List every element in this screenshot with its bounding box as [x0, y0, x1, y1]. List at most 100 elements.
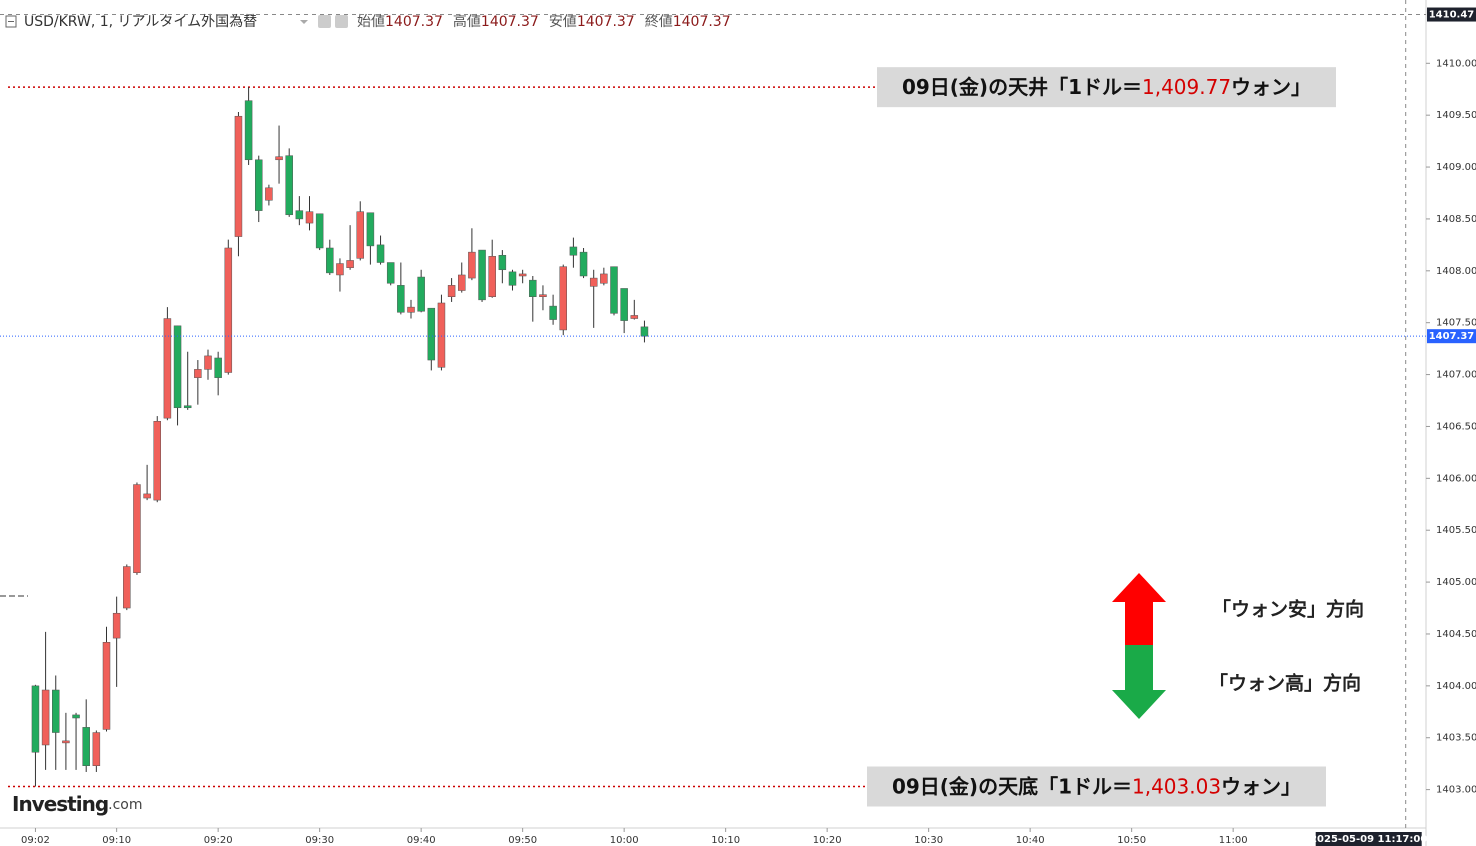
candle-body	[569, 246, 578, 256]
candle-body	[285, 155, 293, 216]
crosshair-time-label: 2025-05-09 11:17:00	[1310, 834, 1427, 845]
dropdown-caret[interactable]	[300, 20, 308, 24]
candle-body	[458, 274, 466, 291]
candle-body	[346, 260, 354, 268]
candle-body	[407, 306, 415, 313]
x-tick-label: 10:50	[1117, 835, 1146, 846]
candle-body	[336, 263, 344, 276]
x-tick-label: 10:30	[914, 835, 943, 846]
x-tick-label: 10:00	[610, 835, 639, 846]
candle-body	[265, 187, 273, 201]
candle-body	[315, 213, 324, 249]
x-tick-label: 11:00	[1219, 835, 1248, 846]
x-tick-label: 09:40	[407, 835, 436, 846]
candle-body	[133, 484, 141, 574]
candle-body	[356, 211, 364, 259]
candle-body	[102, 642, 111, 730]
legend-value: 1407.37	[577, 14, 635, 30]
y-tick-label: 1410.00	[1436, 58, 1476, 69]
candle-body	[620, 288, 628, 321]
x-tick-label: 10:10	[711, 835, 740, 846]
candle-body	[427, 307, 436, 361]
candle-body	[600, 273, 608, 284]
x-tick-label: 09:20	[204, 835, 233, 846]
candle-body	[630, 315, 639, 319]
y-tick-label: 1409.00	[1436, 162, 1476, 173]
candle-body	[468, 251, 476, 279]
legend-item: 終値1407.37	[645, 14, 731, 30]
arrow-label: 「ウォン高」方向	[1209, 672, 1361, 695]
y-tick-label: 1406.50	[1436, 421, 1476, 432]
x-tick-label: 09:30	[305, 835, 334, 846]
candle-body	[204, 355, 212, 370]
annotation-text: 09日(金)の天井「1ドル＝1,409.77ウォン」	[902, 75, 1311, 99]
candle-body	[183, 405, 192, 409]
annotation-text: 09日(金)の天底「1ドル＝1,403.03ウォン」	[892, 774, 1301, 798]
y-tick-label: 1405.50	[1436, 525, 1476, 536]
candle-body	[82, 727, 90, 766]
candle-body	[163, 318, 172, 419]
x-tick-label: 09:10	[102, 835, 131, 846]
last-price-label: 1407.37	[1429, 331, 1475, 342]
candle-body	[397, 285, 405, 313]
candle-body	[31, 685, 40, 753]
annotation-value: 1,403.03	[1132, 774, 1221, 798]
legend-label: 安値	[549, 14, 577, 30]
candle-body	[153, 421, 161, 501]
candle-body	[386, 262, 395, 284]
legend-item: 安値1407.37	[549, 14, 635, 30]
candle-body	[52, 689, 60, 733]
candle-body	[326, 247, 334, 274]
last-price-box	[1427, 329, 1476, 344]
annotation-box	[877, 67, 1336, 108]
arrow-down	[1112, 645, 1166, 719]
y-tick-label: 1403.00	[1436, 785, 1476, 796]
candle-body	[488, 256, 496, 298]
candle-body	[376, 244, 385, 263]
symbol-title: USD/KRW, 1, リアルタイム外国為替	[24, 14, 257, 30]
candle-body	[366, 212, 375, 247]
candle-body	[437, 302, 446, 368]
annotation-prefix: 09日(金)の天井「1ドル＝	[902, 75, 1142, 99]
candle-body	[143, 493, 151, 499]
candle-body	[41, 689, 50, 746]
legend-label: 始値	[357, 14, 385, 30]
legend-value: 1407.37	[673, 14, 731, 30]
candle-body	[549, 305, 557, 320]
crosshair-price-label: 1410.47	[1429, 10, 1475, 21]
watermark: Investing.com	[12, 792, 143, 816]
y-tick-label: 1403.50	[1436, 733, 1476, 744]
legend-item: 始値1407.37	[357, 14, 443, 30]
y-tick-label: 1408.00	[1436, 266, 1476, 277]
settings-icon[interactable]	[318, 15, 331, 28]
candle-body	[214, 357, 222, 378]
candle-body	[559, 266, 567, 331]
y-tick-label: 1404.50	[1436, 629, 1476, 640]
candle-body	[234, 115, 243, 237]
watermark-brand: Investing	[12, 792, 108, 816]
arrow-label: 「ウォン安」方向	[1212, 598, 1364, 621]
y-tick-label: 1409.50	[1436, 110, 1476, 121]
candle-body	[498, 254, 507, 271]
y-tick-label: 1405.00	[1436, 577, 1476, 588]
legend-label: 終値	[645, 14, 673, 30]
crosshair-time-box	[1315, 832, 1422, 846]
candle-body	[173, 325, 182, 409]
y-tick-label: 1406.00	[1436, 473, 1476, 484]
legend-value: 1407.37	[481, 14, 539, 30]
candle-body	[112, 612, 121, 639]
candle-body	[92, 732, 101, 766]
candle-body	[447, 285, 456, 298]
candle-body	[224, 247, 233, 373]
candle-body	[579, 251, 588, 277]
collapse-icon[interactable]	[5, 15, 17, 28]
candle-body	[610, 266, 618, 314]
legend-label: 高値	[453, 13, 481, 30]
candle-body	[478, 249, 486, 301]
hide-icon[interactable]	[335, 15, 348, 28]
legend-value: 1407.37	[385, 14, 443, 30]
x-tick-label: 09:02	[21, 835, 50, 846]
annotation-box	[867, 766, 1326, 807]
annotation-suffix: ウォン」	[1231, 75, 1311, 99]
